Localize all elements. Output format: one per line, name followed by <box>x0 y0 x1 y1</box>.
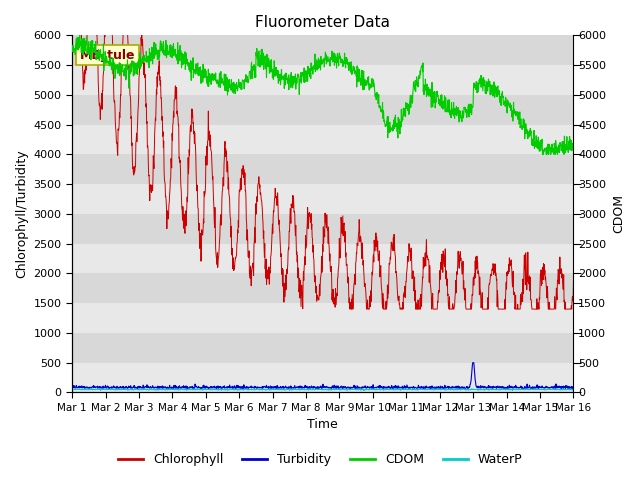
Y-axis label: Chlorophyll/Turbidity: Chlorophyll/Turbidity <box>15 150 28 278</box>
Title: Fluorometer Data: Fluorometer Data <box>255 15 390 30</box>
Bar <box>72 303 573 333</box>
Legend: Chlorophyll, Turbidity, CDOM, WaterP: Chlorophyll, Turbidity, CDOM, WaterP <box>113 448 527 471</box>
Y-axis label: CDOM: CDOM <box>612 194 625 233</box>
Bar <box>72 125 573 155</box>
Bar <box>72 184 573 214</box>
Bar <box>72 363 573 393</box>
X-axis label: Time: Time <box>307 419 338 432</box>
Text: MB_tule: MB_tule <box>79 48 135 61</box>
Bar <box>72 244 573 274</box>
Bar <box>72 65 573 95</box>
